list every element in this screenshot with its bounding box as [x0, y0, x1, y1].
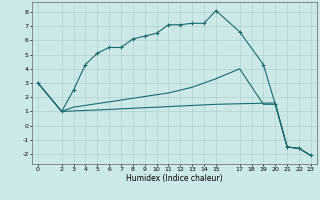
X-axis label: Humidex (Indice chaleur): Humidex (Indice chaleur) — [126, 174, 223, 183]
